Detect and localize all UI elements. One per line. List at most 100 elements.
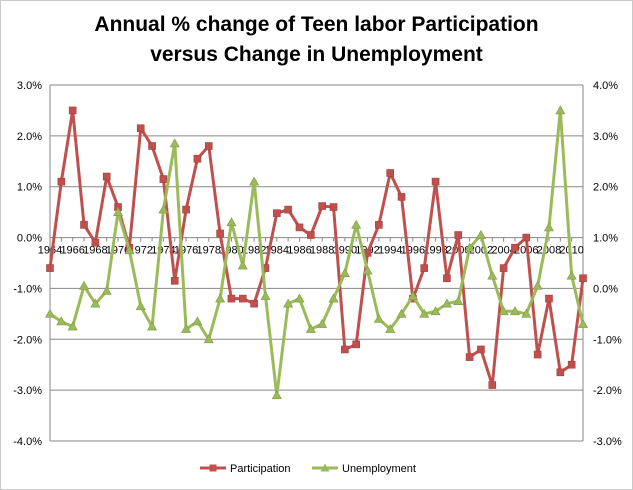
x-tick-label: 1964 <box>38 245 62 257</box>
x-tick-label: 1976 <box>174 245 198 257</box>
participation-point <box>307 231 315 239</box>
unemployment-point <box>396 308 407 318</box>
participation-point <box>454 231 463 239</box>
participation-point <box>170 276 179 285</box>
right-tick-label: 3.0% <box>593 131 618 143</box>
x-tick-label: 1978 <box>197 245 221 257</box>
unemployment-point <box>385 324 396 333</box>
participation-point <box>545 294 553 303</box>
unemployment-point <box>215 293 226 303</box>
unemployment-point <box>67 321 78 331</box>
chart-title-line-1: Annual % change of Teen labor Participat… <box>94 13 539 36</box>
participation-point <box>250 299 258 308</box>
participation-point <box>57 177 66 186</box>
unemployment-point <box>283 298 294 308</box>
participation-point <box>273 209 281 217</box>
unemployment-point <box>521 308 532 318</box>
left-tick-label: 3.0% <box>17 80 42 92</box>
participation-point <box>193 154 202 163</box>
participation-point <box>46 264 54 272</box>
x-tick-label: 1980 <box>219 245 243 257</box>
participation-point <box>511 243 519 252</box>
x-tick-label: 1994 <box>378 245 402 257</box>
unemployment-point <box>373 313 384 323</box>
right-tick-label: -1.0% <box>593 334 622 346</box>
right-tick-label: -2.0% <box>593 385 622 397</box>
participation-point <box>397 193 406 201</box>
unemployment-point <box>419 308 430 318</box>
left-tick-label: 2.0% <box>17 131 42 143</box>
unemployment-point <box>509 306 520 316</box>
left-tick-label: -3.0% <box>13 385 42 397</box>
unemployment-point <box>577 318 589 328</box>
unemployment-point <box>453 296 464 305</box>
unemployment-point <box>441 298 452 308</box>
unemployment-point <box>317 318 328 328</box>
x-tick-label: 1986 <box>287 245 311 257</box>
participation-legend-marker <box>209 464 217 472</box>
participation-point <box>499 264 508 272</box>
unemployment-point <box>305 324 316 333</box>
right-tick-label: 2.0% <box>593 182 618 194</box>
unemployment-point <box>294 293 305 303</box>
x-tick-label: 1988 <box>310 245 334 257</box>
unemployment-point <box>169 138 180 148</box>
participation-point <box>533 350 542 359</box>
participation-point <box>556 368 565 377</box>
participation-point <box>284 205 292 214</box>
participation-point <box>216 229 224 238</box>
participation-point <box>295 223 304 232</box>
participation-point <box>148 142 156 150</box>
x-tick-label: 1990 <box>333 245 357 257</box>
chart-title: Annual % change of Teen labor Participat… <box>0 10 633 70</box>
unemployment-point <box>271 390 282 400</box>
unemployment-point <box>147 321 158 331</box>
participation-point <box>579 274 587 283</box>
unemployment-point <box>90 298 101 308</box>
right-axis: -3.0% -2.0% -1.0% 0.0% 1.0% 2.0% 3.0% 4.0% <box>593 80 622 448</box>
unemployment-point <box>566 270 577 280</box>
participation-point <box>522 233 531 242</box>
participation-point <box>159 175 168 183</box>
unemployment-point <box>407 290 418 300</box>
unemployment-point <box>192 316 203 326</box>
participation-point <box>375 221 383 229</box>
participation-point <box>318 202 326 210</box>
participation-legend-label: Participation <box>230 463 291 475</box>
unemployment-point <box>158 204 169 214</box>
unemployment-point <box>351 219 362 229</box>
unemployment-point <box>124 245 135 255</box>
x-tick-label: 1974 <box>151 245 175 257</box>
participation-point <box>182 205 190 214</box>
gridlines <box>49 84 584 442</box>
chart-title-line-2: versus Change in Unemployment <box>150 43 483 66</box>
unemployment-point <box>226 217 237 227</box>
unemployment-point <box>135 301 146 311</box>
unemployment-point <box>203 334 214 344</box>
x-tick-label: 2010 <box>559 245 583 257</box>
x-tick-label: 1972 <box>128 245 152 257</box>
legend: Participation Unemployment <box>200 463 416 475</box>
participation-point <box>352 340 360 349</box>
left-tick-label: -2.0% <box>13 334 42 346</box>
participation-point <box>567 360 576 369</box>
participation-point <box>136 124 145 133</box>
unemployment-point <box>56 316 67 326</box>
unemployment-line <box>49 108 585 397</box>
left-tick-label: -4.0% <box>13 436 42 448</box>
participation-point <box>68 106 77 115</box>
participation-point <box>488 381 497 389</box>
unemployment-point <box>475 229 486 239</box>
participation-point <box>443 274 451 283</box>
participation-point <box>91 238 100 247</box>
unemployment-point <box>44 308 56 318</box>
unemployment-point <box>543 222 554 232</box>
x-tick-label: 1982 <box>242 245 266 257</box>
left-tick-label: -1.0% <box>13 283 42 295</box>
unemployment-point <box>487 270 498 280</box>
unemployment-point <box>532 280 543 290</box>
unemployment-point <box>464 242 475 252</box>
unemployment-legend-label: Unemployment <box>342 463 416 475</box>
x-tick-label: 1968 <box>83 245 107 257</box>
x-tick-label: 1998 <box>423 245 447 257</box>
